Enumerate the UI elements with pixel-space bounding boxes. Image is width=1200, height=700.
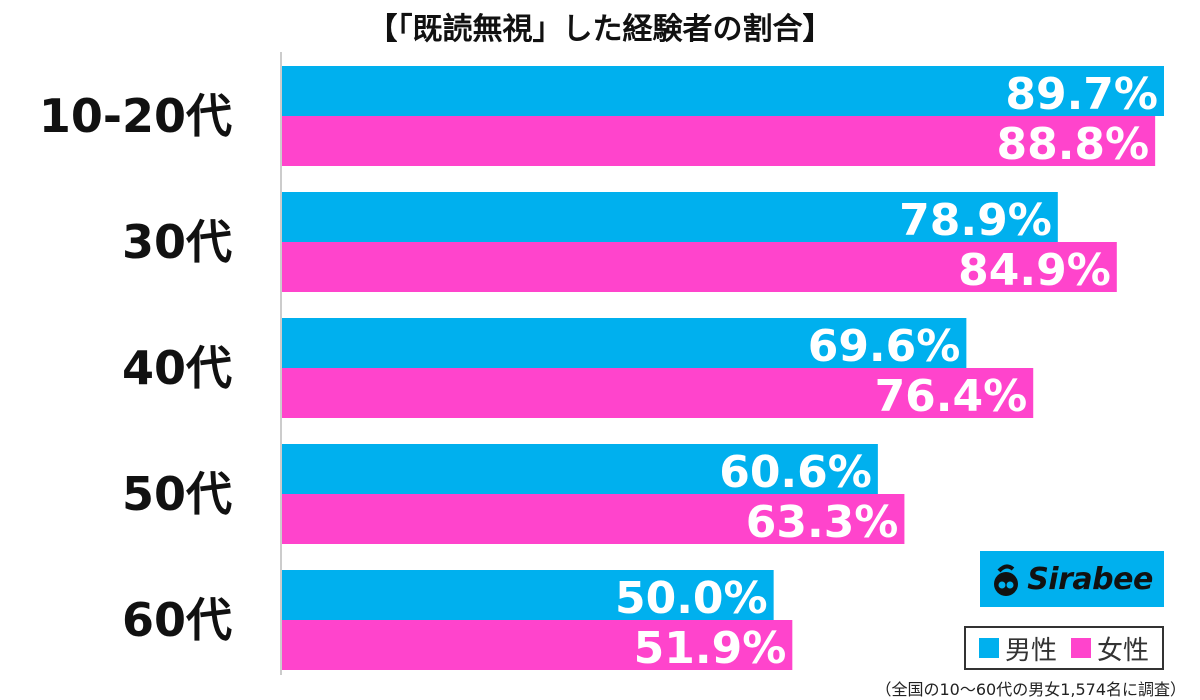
legend: 男性 女性 [964, 626, 1164, 670]
bar-male [282, 66, 1164, 116]
data-label: 50.0% [615, 573, 768, 624]
data-label: 89.7% [1005, 69, 1158, 120]
bar-male [282, 192, 1058, 242]
bar-female [282, 368, 1034, 418]
data-label: 63.3% [746, 497, 899, 548]
sirabee-logo-icon [994, 564, 1019, 596]
legend-item-male: 男性 [978, 630, 1057, 667]
legend-swatch-female [1071, 638, 1091, 658]
data-label: 78.9% [899, 195, 1052, 246]
data-label: 84.9% [958, 245, 1111, 296]
footnote: （全国の10～60代の男女1,574名に調査） [875, 680, 1186, 699]
bar-female [282, 242, 1117, 292]
data-label: 76.4% [875, 371, 1028, 422]
legend-label-male: 男性 [1004, 635, 1057, 666]
data-label: 51.9% [634, 623, 787, 674]
category-label: 50代 [122, 467, 232, 521]
category-label: 30代 [122, 215, 232, 269]
legend-item-female: 女性 [1071, 630, 1149, 667]
bar-female [282, 620, 793, 670]
data-label: 88.8% [996, 119, 1149, 170]
category-label: 40代 [122, 341, 232, 395]
bar-male [282, 318, 967, 368]
category-label: 10-20代 [39, 89, 232, 143]
bar-female [282, 494, 905, 544]
category-label: 60代 [122, 593, 232, 647]
legend-swatch-male [978, 638, 999, 658]
data-label: 69.6% [808, 321, 961, 372]
bar-male [282, 570, 774, 620]
data-label: 60.6% [719, 447, 872, 498]
bar-male [282, 444, 878, 494]
bar-female [282, 116, 1156, 166]
logo-text: Sirabee [1027, 561, 1153, 597]
legend-label-female: 女性 [1097, 635, 1150, 666]
chart-title: 【「既読無視」した経験者の割合】 [367, 12, 833, 47]
sirabee-logo: Sirabee [980, 551, 1164, 607]
